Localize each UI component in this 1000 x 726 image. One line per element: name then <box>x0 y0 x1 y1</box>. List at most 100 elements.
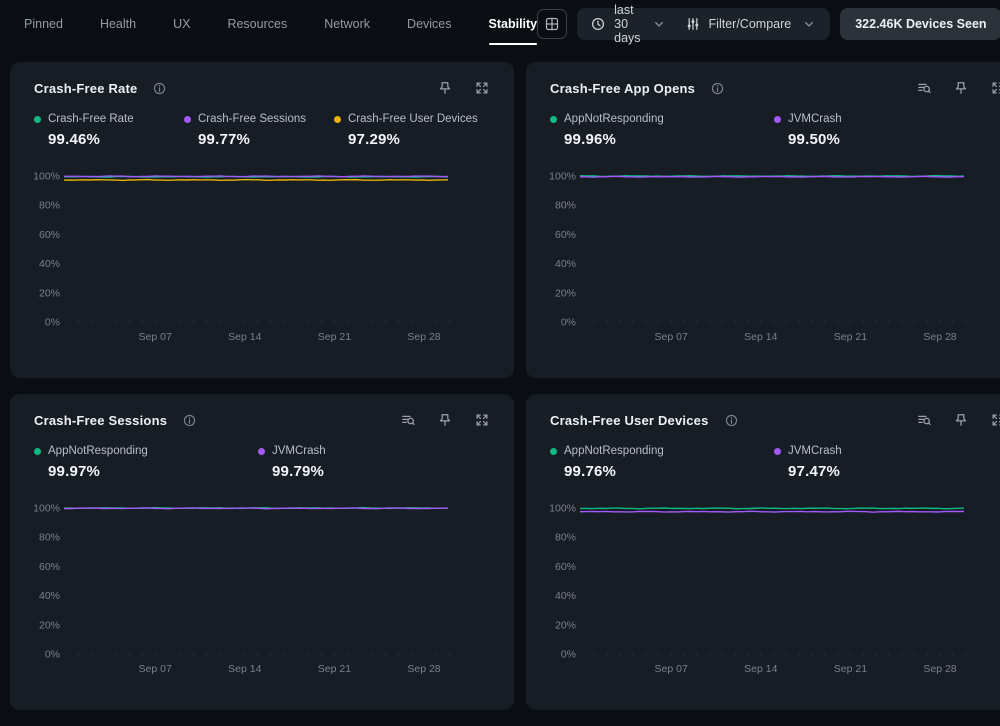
legend-item[interactable]: JVMCrash 99.79% <box>258 445 482 480</box>
dashboard-grid-button[interactable] <box>537 9 568 39</box>
card-header: Crash-Free Sessions <box>34 410 490 430</box>
tab-devices[interactable]: Devices <box>407 0 451 48</box>
filter-compare-dropdown[interactable]: Filter/Compare <box>685 16 818 32</box>
card-title: Crash-Free Sessions <box>34 412 168 428</box>
svg-text:100%: 100% <box>33 503 60 515</box>
svg-text:60%: 60% <box>555 561 576 573</box>
svg-text:80%: 80% <box>555 200 576 212</box>
svg-text:Sep 07: Sep 07 <box>139 331 172 343</box>
svg-text:20%: 20% <box>39 619 60 631</box>
info-icon[interactable] <box>152 81 167 96</box>
filter-pill: last 30 days Filter/Compare <box>577 3 831 45</box>
sliders-icon <box>685 16 701 32</box>
series-color-dot <box>550 447 557 455</box>
chart-legend: AppNotResponding 99.96% JVMCrash 99.50% <box>550 113 1000 148</box>
legend-label-row: JVMCrash <box>774 445 998 457</box>
info-icon[interactable] <box>182 413 197 428</box>
tab-label: Health <box>99 17 137 31</box>
series-color-dot <box>334 115 341 123</box>
time-range-dropdown[interactable]: last 30 days <box>590 3 666 45</box>
series-color-dot <box>774 447 781 455</box>
series-value: 97.47% <box>788 463 841 480</box>
svg-text:Sep 28: Sep 28 <box>923 663 956 675</box>
legend-item[interactable]: AppNotResponding 99.97% <box>34 445 258 480</box>
line-chart-crash-free-user-devices[interactable]: 0% 20% 40% 60% 80% 100% Sep 07 Sep 14 Sep 21 Sep … <box>549 482 1000 682</box>
card-title: Crash-Free User Devices <box>550 412 709 428</box>
chart-legend: AppNotResponding 99.97% JVMCrash 99.79% <box>34 445 490 480</box>
legend-item[interactable]: Crash-Free User Devices 97.29% <box>334 113 484 148</box>
svg-text:40%: 40% <box>555 258 576 270</box>
card-crash-free-sessions: Crash-Free Sessions AppNotResponding 99.97… <box>10 394 514 710</box>
info-icon[interactable] <box>710 81 725 96</box>
tab-resources[interactable]: Resources <box>227 0 287 48</box>
line-chart-crash-free-app-opens[interactable]: 0% 20% 40% 60% 80% 100% Sep 07 Sep 14 Sep 21 Sep … <box>549 150 1000 350</box>
legend-item[interactable]: Crash-Free Rate 99.46% <box>34 113 184 148</box>
card-title: Crash-Free App Opens <box>550 80 696 96</box>
list-search-icon[interactable] <box>400 412 416 428</box>
tab-stability[interactable]: Stability <box>488 0 537 48</box>
svg-text:0%: 0% <box>45 649 60 661</box>
svg-text:60%: 60% <box>39 229 60 241</box>
legend-label-row: AppNotResponding <box>550 113 774 125</box>
pin-icon[interactable] <box>953 412 969 428</box>
svg-text:Sep 07: Sep 07 <box>655 331 688 343</box>
tab-network[interactable]: Network <box>324 0 370 48</box>
info-icon[interactable] <box>724 413 739 428</box>
series-value: 97.29% <box>348 131 401 148</box>
svg-text:Sep 07: Sep 07 <box>655 663 688 675</box>
chart-legend: Crash-Free Rate 99.46% Crash-Free Sessions… <box>34 113 490 148</box>
expand-icon[interactable] <box>474 80 490 96</box>
svg-text:Sep 14: Sep 14 <box>228 331 261 343</box>
list-search-icon[interactable] <box>916 412 932 428</box>
pin-icon[interactable] <box>437 412 453 428</box>
legend-item[interactable]: AppNotResponding 99.96% <box>550 113 774 148</box>
filter-compare-label: Filter/Compare <box>708 17 792 31</box>
series-color-dot <box>774 115 781 123</box>
expand-icon[interactable] <box>990 80 1000 96</box>
devices-seen-badge[interactable]: 322.46K Devices Seen <box>840 8 1000 40</box>
legend-item[interactable]: AppNotResponding 99.76% <box>550 445 774 480</box>
line-chart-crash-free-rate[interactable]: 0% 20% 40% 60% 80% 100% Sep 07 Sep 14 Sep 21 Sep … <box>33 150 490 350</box>
card-actions <box>916 412 1000 428</box>
svg-text:Sep 21: Sep 21 <box>318 663 351 675</box>
series-name: Crash-Free Sessions <box>198 113 307 125</box>
legend-label-row: AppNotResponding <box>34 445 258 457</box>
tab-ux[interactable]: UX <box>173 0 190 48</box>
legend-item[interactable]: JVMCrash 99.50% <box>774 113 998 148</box>
svg-text:40%: 40% <box>555 590 576 602</box>
legend-item[interactable]: Crash-Free Sessions 99.77% <box>184 113 334 148</box>
chevron-down-icon <box>651 16 667 32</box>
card-crash-free-user-devices: Crash-Free User Devices AppNotResponding 9… <box>526 394 1000 710</box>
expand-icon[interactable] <box>474 412 490 428</box>
card-actions <box>437 80 490 96</box>
legend-item[interactable]: JVMCrash 97.47% <box>774 445 998 480</box>
legend-label-row: Crash-Free Rate <box>34 113 184 125</box>
series-name: AppNotResponding <box>48 445 148 457</box>
line-chart-crash-free-sessions[interactable]: 0% 20% 40% 60% 80% 100% Sep 07 Sep 14 Sep 21 Sep … <box>33 482 490 682</box>
series-name: Crash-Free User Devices <box>348 113 478 125</box>
legend-label-row: Crash-Free User Devices <box>334 113 484 125</box>
series-name: JVMCrash <box>272 445 326 457</box>
series-color-dot <box>258 447 265 455</box>
svg-text:Sep 14: Sep 14 <box>744 331 777 343</box>
legend-label-row: JVMCrash <box>774 113 998 125</box>
pin-icon[interactable] <box>953 80 969 96</box>
top-controls: last 30 days Filter/Compare 322.46K Devi… <box>537 3 1000 45</box>
tab-pinned[interactable]: Pinned <box>24 0 63 48</box>
expand-icon[interactable] <box>990 412 1000 428</box>
tab-health[interactable]: Health <box>100 0 136 48</box>
cards-grid: Crash-Free Rate Crash-Free Rate 99.46% Cras… <box>0 48 1000 726</box>
series-name: Crash-Free Rate <box>48 113 134 125</box>
card-title: Crash-Free Rate <box>34 80 138 96</box>
svg-text:40%: 40% <box>39 590 60 602</box>
legend-label-row: JVMCrash <box>258 445 482 457</box>
pin-icon[interactable] <box>437 80 453 96</box>
card-crash-free-app-opens: Crash-Free App Opens AppNotResponding 99.9… <box>526 62 1000 378</box>
card-actions <box>400 412 490 428</box>
svg-text:80%: 80% <box>39 532 60 544</box>
series-value: 99.50% <box>788 131 841 148</box>
tab-label: Devices <box>407 17 452 31</box>
series-color-dot <box>34 447 41 455</box>
list-search-icon[interactable] <box>916 80 932 96</box>
series-name: AppNotResponding <box>564 113 664 125</box>
